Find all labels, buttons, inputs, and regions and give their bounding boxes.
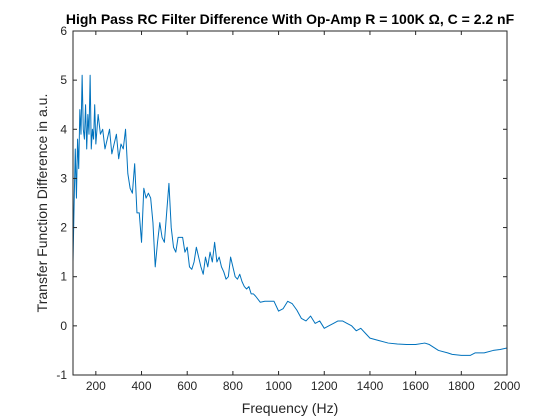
x-tick-label: 1600 (402, 379, 429, 393)
x-tick-label: 1000 (265, 379, 292, 393)
y-tick-label: 6 (60, 24, 67, 38)
plot-area (73, 31, 507, 375)
y-tick-label: -1 (56, 368, 67, 382)
x-tick-label: 2000 (494, 379, 521, 393)
data-layer (72, 74, 508, 356)
x-tick-label: 800 (223, 379, 243, 393)
y-tick-label: 2 (60, 221, 67, 235)
y-axis-title: Transfer Function Difference in a.u. (34, 94, 50, 313)
x-tick-label: 1800 (448, 379, 475, 393)
y-tick-label: 1 (60, 270, 67, 284)
x-tick-label: 400 (132, 379, 152, 393)
chart-title: High Pass RC Filter Difference With Op-A… (66, 11, 515, 27)
axes-box (72, 30, 508, 376)
x-tick-label: 600 (177, 379, 197, 393)
series-line-1 (72, 74, 508, 356)
x-axis-title: Frequency (Hz) (242, 400, 338, 416)
y-tick-label: 5 (60, 73, 67, 87)
y-tick-label: 4 (60, 122, 67, 136)
axes-layer: 200 400 600 800 1000 1200 1400 1600 1800 2000 -1 0 1… (56, 24, 520, 393)
y-tick-label: 3 (60, 171, 67, 185)
x-tick-label: 1200 (311, 379, 338, 393)
y-tick-label: 0 (60, 319, 67, 333)
x-tick-label: 200 (86, 379, 106, 393)
x-tick-label: 1400 (357, 379, 384, 393)
